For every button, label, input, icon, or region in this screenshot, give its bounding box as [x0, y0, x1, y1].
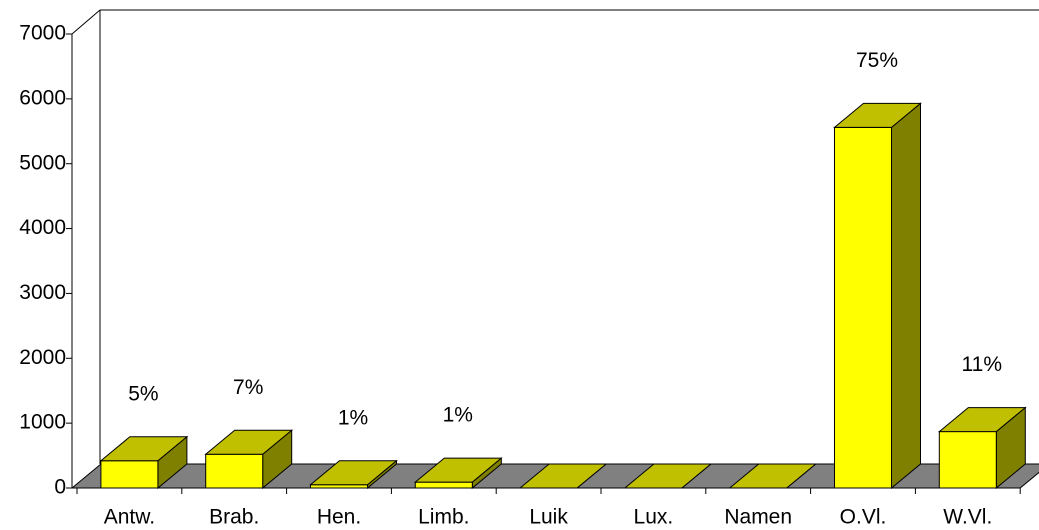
bar-top — [99, 436, 189, 462]
bar-top — [623, 463, 713, 489]
bar-top — [518, 463, 608, 489]
y-tick-label: 1000 — [19, 411, 66, 434]
bar-top — [309, 460, 398, 486]
x-tick-label: Luik — [529, 506, 568, 529]
share-label: 75% — [856, 49, 898, 72]
bar-top — [413, 457, 503, 483]
x-tick-label: Hen. — [317, 506, 361, 529]
x-tick-label: O.Vl. — [840, 506, 887, 529]
y-tick-label: 3000 — [19, 281, 66, 304]
share-label: 5% — [128, 382, 158, 405]
bar — [100, 460, 159, 489]
bar-top — [204, 429, 294, 455]
bar — [938, 431, 997, 489]
share-label: 7% — [233, 376, 263, 399]
bar — [414, 481, 473, 489]
x-tick-label: W.Vl. — [943, 506, 992, 529]
y-tick-label: 0 — [54, 476, 66, 499]
bar-top — [833, 102, 922, 128]
y-tick-label: 7000 — [19, 22, 66, 45]
x-tick-label: Brab. — [209, 506, 259, 529]
bar — [205, 453, 264, 489]
share-label: 11% — [962, 353, 1002, 376]
x-tick-label: Namen — [724, 506, 792, 529]
bar-top — [937, 407, 1027, 433]
y-tick-label: 6000 — [19, 86, 66, 109]
bar-side — [891, 102, 921, 490]
bar-top — [728, 463, 818, 489]
bar — [834, 126, 892, 489]
share-label: 1% — [338, 406, 368, 429]
x-tick-label: Antw. — [104, 506, 155, 529]
share-label: 1% — [443, 404, 473, 427]
y-tick-label: 5000 — [19, 151, 66, 174]
y-tick-label: 2000 — [19, 346, 66, 369]
x-tick-label: Limb. — [418, 506, 469, 529]
wall-corner — [71, 9, 101, 35]
y-tick-label: 4000 — [19, 216, 66, 239]
frame — [71, 9, 1039, 464]
x-tick-label: Lux. — [634, 506, 674, 529]
